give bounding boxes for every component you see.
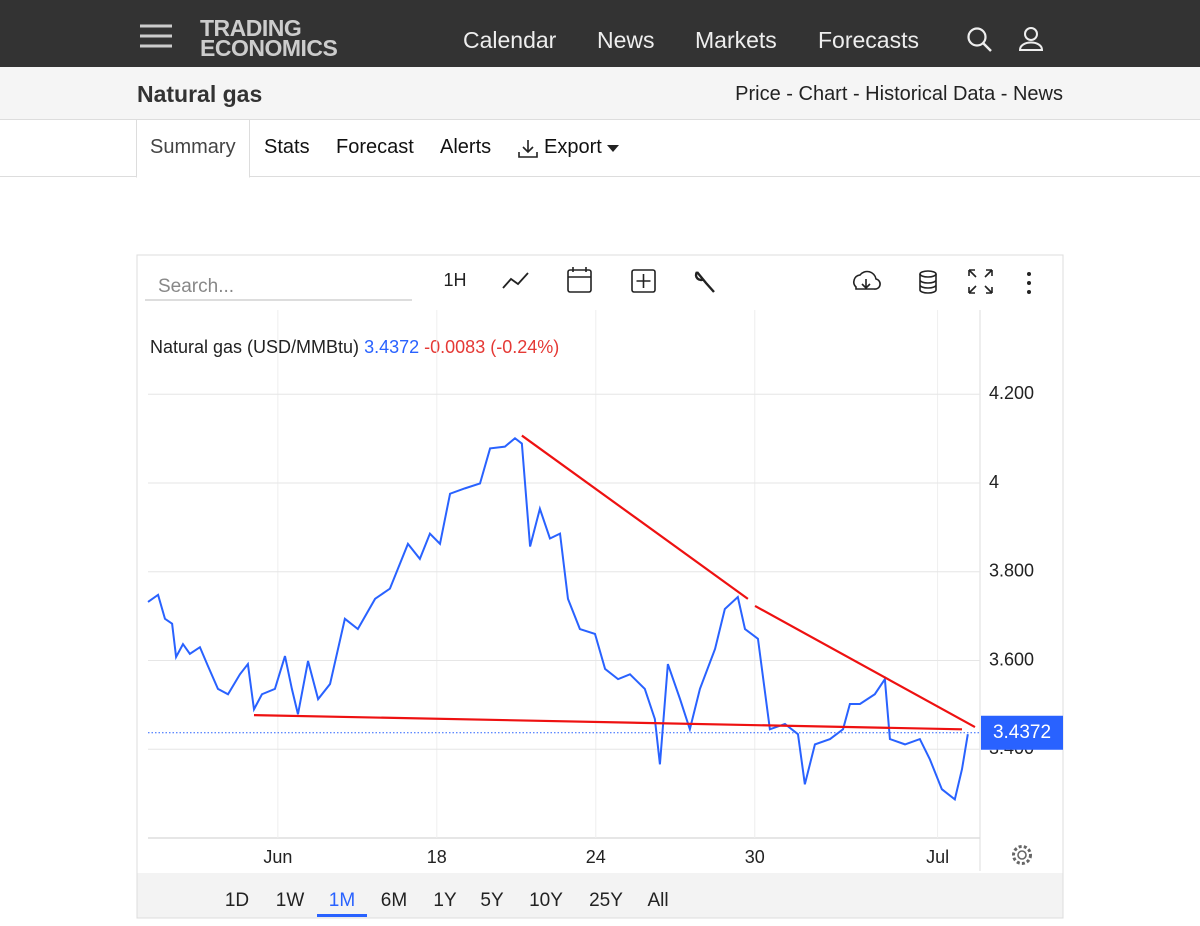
user-icon[interactable] xyxy=(1018,26,1044,52)
range-button[interactable]: 25Y xyxy=(589,890,623,911)
tab-selected-bg xyxy=(136,120,250,178)
search-placeholder[interactable]: Search... xyxy=(158,276,234,297)
fullscreen-icon[interactable] xyxy=(968,269,993,294)
change: -0.0083 (-0.24%) xyxy=(424,337,559,357)
calendar-icon[interactable] xyxy=(567,269,592,293)
settings-wrench[interactable] xyxy=(694,271,715,293)
logo[interactable]: ECONOMICS xyxy=(200,35,338,61)
price-line xyxy=(147,436,969,802)
calendar-detail xyxy=(568,267,591,278)
last-price-label: 3.4372 xyxy=(993,722,1051,743)
range-button[interactable]: 1W xyxy=(276,890,305,911)
nav-link[interactable]: Markets xyxy=(695,27,777,53)
tab[interactable]: Stats xyxy=(264,136,310,158)
line-type-icon[interactable] xyxy=(502,272,529,289)
x-tick-label: 18 xyxy=(427,847,447,867)
y-tick-label: 4.200 xyxy=(989,383,1034,403)
add-icon[interactable] xyxy=(631,269,656,293)
download-icon[interactable] xyxy=(853,270,881,290)
tab[interactable]: Export xyxy=(544,136,602,158)
last-price-box xyxy=(981,715,1063,750)
toolbar-icons xyxy=(567,267,993,294)
range-bar xyxy=(137,873,1063,918)
range-selected-underline xyxy=(317,914,367,917)
x-tick-label: Jul xyxy=(926,847,949,867)
data-icon-detail xyxy=(919,274,937,294)
nav-link[interactable]: Forecasts xyxy=(818,27,919,53)
chart-panel xyxy=(136,254,1064,919)
trend-line xyxy=(754,604,976,729)
trend-line xyxy=(253,713,963,731)
series-title: Natural gas (USD/MMBtu) 3.4372 -0.0083 (… xyxy=(150,337,559,357)
nav-link[interactable]: Calendar xyxy=(463,27,557,53)
range-button[interactable]: 1M xyxy=(329,890,355,911)
interval[interactable]: 1H xyxy=(443,270,466,290)
range-button[interactable]: 6M xyxy=(381,890,407,911)
nav-link[interactable]: News xyxy=(597,27,655,53)
logo[interactable]: TRADING xyxy=(200,15,302,41)
header-bar: Natural gas Price - Chart - Historical D… xyxy=(0,67,1200,120)
y-tick-label: 3.600 xyxy=(989,649,1034,669)
more-icon[interactable] xyxy=(1027,272,1031,294)
range-button[interactable]: All xyxy=(647,890,668,911)
search-icon[interactable] xyxy=(966,26,994,54)
last-value: 3.4372 xyxy=(364,337,419,357)
range-button[interactable]: 5Y xyxy=(480,890,504,911)
menu-icon[interactable] xyxy=(140,24,172,48)
y-tick-label: 4 xyxy=(989,472,999,492)
x-tick-label: Jun xyxy=(263,847,292,867)
x-tick-label: 30 xyxy=(745,847,765,867)
x-tick-label: 24 xyxy=(586,847,606,867)
tab[interactable]: Forecast xyxy=(336,136,414,158)
trend-line xyxy=(521,434,749,600)
y-tick-label: 3.800 xyxy=(989,561,1034,581)
header-links[interactable]: Price - Chart - Historical Data - News xyxy=(735,83,1063,105)
tab-bar: Summary Stats Forecast Alerts Export xyxy=(0,120,1200,178)
add-detail xyxy=(636,274,651,288)
tab[interactable]: Summary xyxy=(150,136,236,158)
gear-icon[interactable] xyxy=(1012,845,1032,865)
tab[interactable]: Alerts xyxy=(440,136,492,158)
top-nav: TRADING ECONOMICS Calendar News Markets … xyxy=(0,0,1200,67)
dropdown-caret[interactable] xyxy=(606,144,620,154)
range-button[interactable]: 1Y xyxy=(433,890,457,911)
range-button[interactable]: 10Y xyxy=(529,890,563,911)
series-name: Natural gas (USD/MMBtu) xyxy=(150,337,359,357)
page-title: Natural gas xyxy=(137,81,263,107)
export-icon[interactable] xyxy=(517,138,539,160)
range-button[interactable]: 1D xyxy=(225,890,249,911)
